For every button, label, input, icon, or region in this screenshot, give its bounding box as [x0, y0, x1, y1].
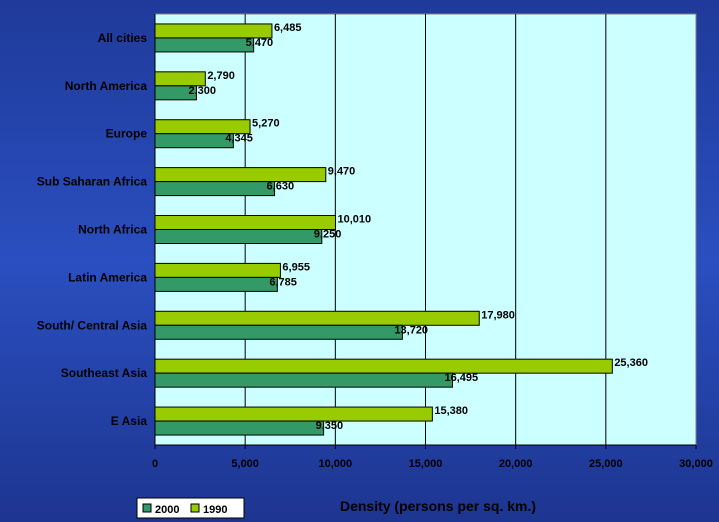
- value-label-1990: 9,470: [328, 166, 356, 178]
- bar-2000: [154, 372, 453, 388]
- value-label-1990: 25,360: [614, 357, 648, 369]
- x-tick-label: 20,000: [499, 458, 533, 470]
- value-label-2000: 13,720: [394, 324, 428, 336]
- bar-1990: [154, 23, 273, 39]
- bar-2000: [154, 133, 234, 149]
- value-label-2000: 4,345: [225, 133, 253, 145]
- x-tick-label: 30,000: [679, 458, 713, 470]
- bar-2000: [154, 229, 323, 244]
- legend-label-1990: 1990: [203, 504, 227, 516]
- value-label-1990: 5,270: [252, 118, 280, 130]
- value-label-1990: 10,010: [338, 214, 372, 226]
- x-tick-label: 0: [152, 458, 158, 470]
- value-label-2000: 5,470: [246, 37, 274, 49]
- x-tick-label: 15,000: [409, 458, 443, 470]
- category-label: All cities: [98, 31, 148, 45]
- category-label: Sub Saharan Africa: [37, 175, 148, 189]
- value-label-2000: 16,495: [444, 372, 478, 384]
- x-tick-label: 25,000: [589, 458, 623, 470]
- value-label-1990: 6,485: [274, 22, 302, 34]
- value-label-2000: 9,250: [314, 229, 342, 241]
- bar-2000: [154, 324, 403, 340]
- legend: 2000 1990: [136, 497, 245, 519]
- value-label-2000: 6,630: [267, 181, 295, 193]
- category-label: South/ Central Asia: [37, 318, 148, 332]
- bar-1990: [154, 167, 327, 183]
- value-label-2000: 9,350: [316, 420, 344, 432]
- category-label: Southeast Asia: [61, 366, 148, 380]
- bar-2000: [154, 85, 197, 101]
- bar-1990: [154, 215, 337, 230]
- value-label-2000: 6,785: [269, 276, 297, 288]
- bars: [154, 23, 613, 436]
- bar-1990: [154, 119, 251, 135]
- category-labels: All cities North America Europe Sub Saharan…: [37, 31, 148, 428]
- x-axis-title: Density (persons per sq. km.): [340, 498, 536, 514]
- legend-swatch-2000: [142, 503, 152, 513]
- category-label: E Asia: [111, 414, 148, 428]
- bar-1990: [154, 262, 281, 278]
- bar-2000: [154, 181, 276, 197]
- legend-label-2000: 2000: [155, 504, 179, 516]
- category-label: North Africa: [78, 223, 147, 237]
- bar-1990: [154, 310, 480, 326]
- category-label: Latin America: [68, 270, 147, 284]
- x-tick-label: 10,000: [319, 458, 353, 470]
- bar-1990: [154, 358, 613, 374]
- bar-1990: [154, 71, 206, 87]
- x-tick-label: 5,000: [231, 458, 259, 470]
- bar-1990: [154, 406, 433, 422]
- value-label-1990: 6,955: [282, 261, 310, 273]
- bar-2000: [154, 276, 278, 292]
- bar-2000: [154, 37, 255, 53]
- bar-2000: [154, 420, 325, 436]
- category-label: Europe: [106, 127, 148, 141]
- x-tick-labels: 0 5,000 10,000 15,000 20,000 25,000 30,000: [152, 458, 713, 470]
- value-label-2000: 2,300: [188, 85, 216, 97]
- category-label: North America: [65, 79, 148, 93]
- legend-swatch-1990: [190, 503, 200, 513]
- value-label-1990: 15,380: [434, 405, 468, 417]
- value-label-1990: 2,790: [207, 70, 235, 82]
- value-label-1990: 17,980: [481, 309, 515, 321]
